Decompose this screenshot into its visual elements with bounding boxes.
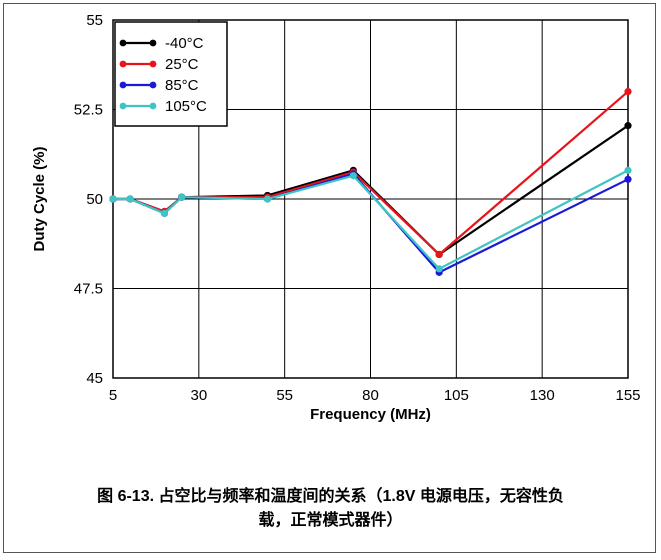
figure-caption-line-2: 载，正常模式器件） [258,512,403,529]
legend-marker [119,60,127,68]
figure-frame [3,3,656,553]
x-tick-label: 5 [109,387,117,404]
x-tick-label: 155 [615,387,640,404]
legend-marker [119,81,127,89]
legend: -40°C 25°C 85°C 105°C [114,21,228,127]
legend-label: 25°C [165,56,199,73]
data-point [435,250,443,259]
data-point [349,172,357,180]
legend-box [114,21,228,127]
figure-caption-line-1: 图 6-13. 占空比与频率和温度间的关系（1.8V 电源电压，无容性负 [97,488,564,505]
y-tick-label: 50 [86,191,103,208]
data-point [178,193,186,201]
legend-label: 105°C [165,98,207,115]
y-tick-label: 52.5 [74,102,103,119]
data-point [109,195,117,203]
y-tick-label: 45 [86,370,103,387]
y-tick-label: 47.5 [74,281,103,298]
data-point [126,195,134,203]
x-axis-label: Frequency (MHz) [310,406,431,423]
series-layer [109,88,632,276]
legend-marker [149,81,157,89]
data-point [624,166,632,174]
legend-marker [119,39,127,47]
x-tick-label: 30 [190,387,207,404]
legend-label: -40°C [165,35,204,52]
duty-cycle-chart: 5 30 55 80 105 130 155 45 47.5 50 52.5 55 Frequenc… [31,12,641,423]
legend-label: 85°C [165,77,199,94]
data-point [435,265,443,273]
x-tick-label: 130 [530,387,555,404]
data-point [624,88,632,96]
data-point [263,195,272,203]
y-tick-label: 55 [86,12,103,29]
x-tick-label: 105 [444,387,469,404]
data-point [624,122,632,130]
x-tick-label: 55 [276,387,293,404]
legend-marker [119,102,127,110]
legend-marker [149,60,157,68]
data-point [160,209,169,217]
x-tick-label: 80 [362,387,379,404]
data-point [624,175,632,183]
y-tick-labels: 45 47.5 50 52.5 55 [74,12,103,387]
legend-marker [149,39,157,47]
legend-marker [149,102,157,110]
x-tick-labels: 5 30 55 80 105 130 155 [109,387,641,404]
series-line [113,169,629,271]
series-3 [109,166,632,273]
y-axis-label: Duty Cycle (%) [31,146,48,251]
